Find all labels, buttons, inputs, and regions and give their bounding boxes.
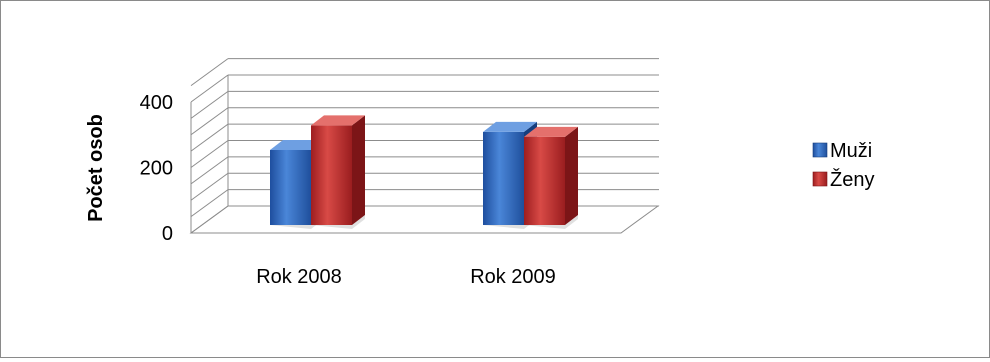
- gridline-side: [190, 90, 229, 119]
- legend-item-muži: Muži: [812, 140, 872, 162]
- legend-label: Ženy: [830, 168, 874, 191]
- gridline-side: [190, 123, 229, 152]
- y-axis-label: Počet osob: [85, 114, 107, 222]
- x-category-label: Rok 2009: [470, 266, 556, 288]
- y-tick-label: 400: [140, 92, 173, 114]
- legend-label: Muži: [830, 140, 872, 162]
- x-category-label: Rok 2008: [256, 266, 342, 288]
- x-category-labels: Rok 2008 Rok 2009: [256, 266, 556, 288]
- gridlines: [189, 58, 660, 234]
- y-tick-labels: 0 200 400: [140, 92, 173, 245]
- bar-ženy-0: [311, 115, 365, 229]
- legend-swatch: [812, 142, 828, 158]
- gridline-side: [190, 140, 229, 168]
- gridline-side: [190, 107, 229, 136]
- bar-ženy-1: [524, 126, 578, 229]
- gridline-side: [190, 74, 229, 103]
- chart-floor: [189, 205, 660, 234]
- y-tick-label: 200: [140, 158, 173, 180]
- gridline-side: [190, 205, 229, 234]
- legend-swatch: [812, 171, 828, 187]
- bars: [270, 115, 578, 229]
- gridline-side: [190, 172, 229, 201]
- gridline-side: [190, 156, 229, 185]
- gridline-side: [190, 58, 229, 87]
- y-tick-label: 0: [162, 223, 173, 245]
- legend: Muži Ženy: [812, 140, 874, 191]
- gridline-side: [190, 189, 229, 218]
- legend-item-ženy: Ženy: [812, 168, 874, 191]
